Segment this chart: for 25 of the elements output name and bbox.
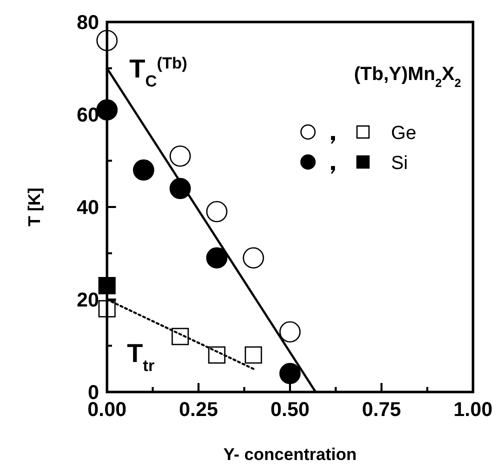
y-tick-label: 40 (76, 197, 99, 219)
legend-label: Si (391, 153, 408, 174)
x-axis-title: Y- concentration (223, 445, 357, 464)
point (206, 247, 228, 269)
x-tick-label: 0.50 (270, 399, 310, 421)
y-tick-label: 20 (76, 290, 99, 312)
point (279, 362, 301, 384)
point (208, 346, 226, 364)
y-axis-title: T [K] (25, 188, 44, 226)
point (132, 159, 154, 181)
point (242, 247, 264, 269)
y-tick-label: 60 (76, 104, 99, 126)
point (172, 328, 189, 346)
point (244, 346, 262, 364)
y-tick-label: 80 (76, 12, 99, 34)
x-tick-label: 0.75 (362, 399, 401, 421)
x-tick-label: 0.25 (179, 399, 218, 421)
point (279, 321, 301, 343)
x-tick-label: 0.00 (88, 399, 126, 421)
text: (Tb,Y)Mn$_{2}$X$_{2}$ (354, 64, 462, 90)
point (170, 145, 191, 167)
annotation: T$_{tr}$ (127, 338, 156, 375)
x-tick-label: 1.00 (454, 399, 492, 421)
legend-label: Ge (391, 123, 416, 144)
point (206, 200, 228, 222)
